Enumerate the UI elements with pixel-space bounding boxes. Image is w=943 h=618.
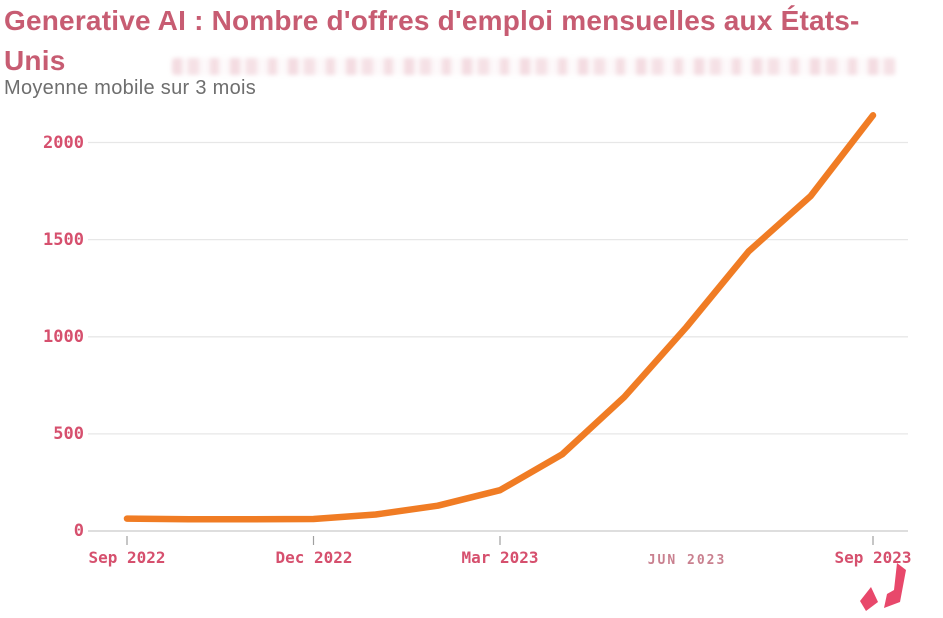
y-tick-label: 1500 [43,230,84,250]
brand-logo-icon [860,563,906,611]
brand-logo-right-ribbon [884,563,906,608]
x-tick-label: JUN 2023 [647,553,727,568]
y-tick-label: 0 [73,521,84,541]
y-tick-label: 1000 [43,327,84,347]
brand-logo-left-chevron [860,587,878,611]
chart-subtitle: Moyenne mobile sur 3 mois [4,77,257,99]
x-tick-label: Dec 2022 [275,548,353,567]
chart-title: Generative AI : Nombre d'offres d'emploi… [4,5,860,76]
x-tick-label: Sep 2022 [88,548,166,567]
y-tick-label: 2000 [43,133,84,153]
y-tick-label: 500 [53,424,84,444]
job-postings-line [123,112,877,523]
watermark-smudge [172,58,896,75]
x-tick-label: Mar 2023 [461,548,539,567]
x-tick-label: Sep 2023 [834,548,912,567]
gridlines-group [88,141,908,532]
tick-marks-group [126,536,874,545]
